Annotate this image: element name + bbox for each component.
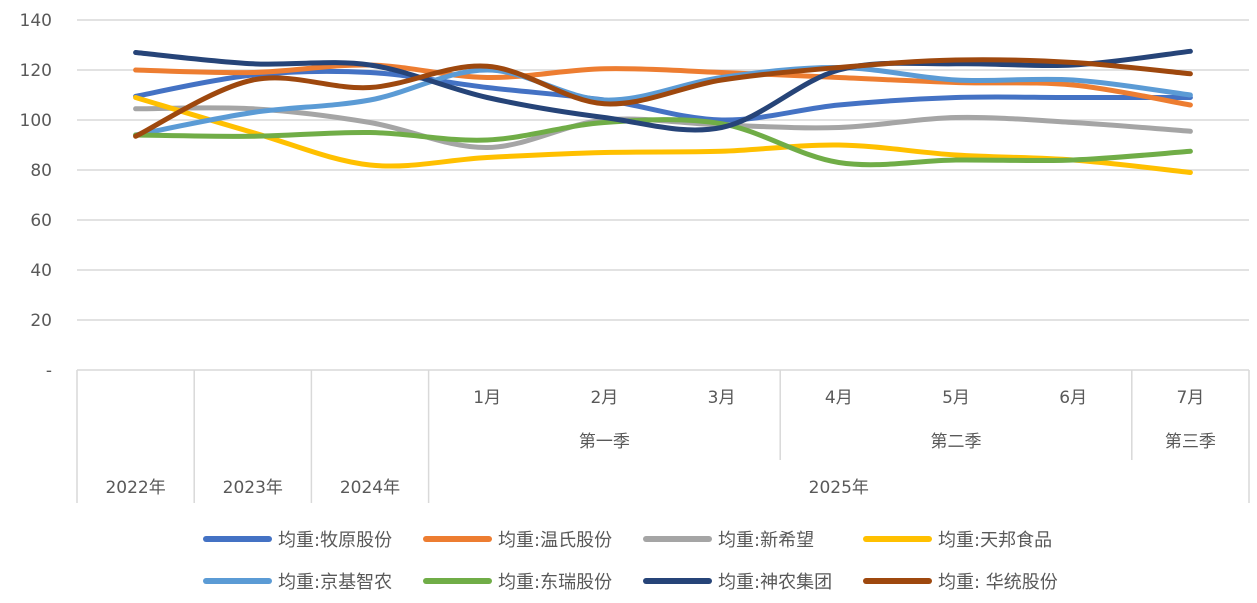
series-lines — [133, 48, 1193, 175]
x-month-label: 5月 — [942, 388, 970, 408]
x-month-label: 7月 — [1176, 388, 1204, 408]
series-line — [133, 64, 1193, 138]
x-year-label: 2022年 — [105, 478, 165, 498]
x-month-label: 4月 — [825, 388, 853, 408]
x-year-label: 2023年 — [223, 478, 283, 498]
series-line — [133, 57, 1193, 139]
y-tick-label: 20 — [30, 311, 52, 331]
y-tick-label: 140 — [20, 11, 52, 31]
legend-label: 均重:温氏股份 — [498, 530, 612, 551]
series-line — [133, 95, 1193, 175]
x-quarter-label: 第二季 — [931, 432, 982, 452]
legend-label: 均重: 华统股份 — [938, 572, 1058, 593]
legend-label: 均重:牧原股份 — [278, 530, 392, 551]
x-quarter-label: 第三季 — [1165, 432, 1216, 452]
y-tick-label: 100 — [20, 111, 52, 131]
x-month-label: 1月 — [473, 388, 501, 408]
y-tick-label: - — [46, 361, 52, 381]
legend-label: 均重:京基智农 — [278, 572, 392, 593]
x-month-label: 2月 — [590, 388, 618, 408]
series-line — [133, 48, 1193, 133]
series-line — [133, 117, 1193, 168]
legend-label: 均重:天邦食品 — [938, 530, 1052, 551]
x-month-label: 6月 — [1059, 388, 1087, 408]
legend-label: 均重:东瑞股份 — [498, 572, 612, 593]
y-axis-tick-labels: - 20 40 60 80 100 120 140 — [20, 11, 52, 381]
legend-label: 均重:神农集团 — [718, 572, 832, 593]
series-line — [133, 62, 1193, 108]
y-tick-label: 40 — [30, 261, 52, 281]
y-tick-label: 80 — [30, 161, 52, 181]
legend-label: 均重:新希望 — [718, 530, 814, 551]
y-tick-label: 60 — [30, 211, 52, 231]
x-year-label: 2024年 — [340, 478, 400, 498]
series-line — [133, 68, 1193, 123]
x-year-label: 2025年 — [809, 478, 869, 498]
y-tick-label: 120 — [20, 61, 52, 81]
x-quarter-label: 第一季 — [579, 432, 630, 452]
x-month-label: 3月 — [708, 388, 736, 408]
